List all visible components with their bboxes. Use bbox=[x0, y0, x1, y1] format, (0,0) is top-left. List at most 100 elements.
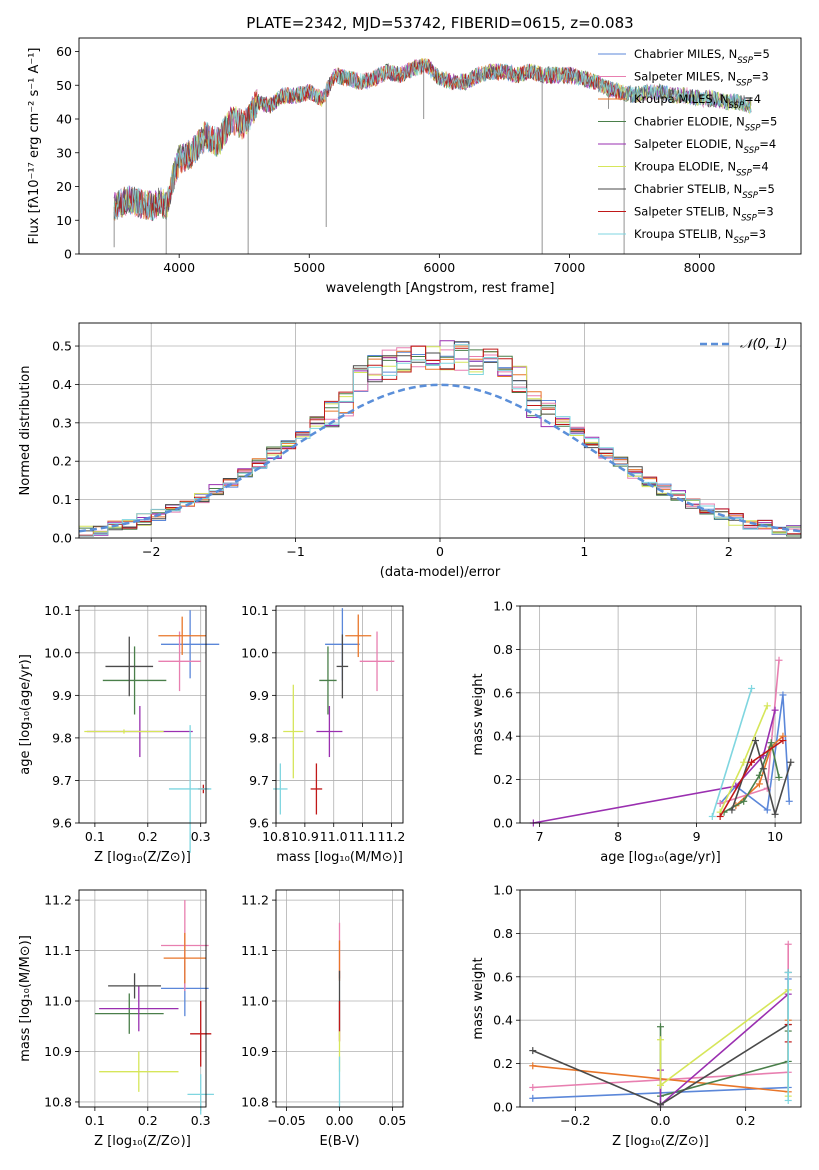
axes-frame bbox=[519, 889, 802, 1108]
legend-label-sub: SSP bbox=[741, 214, 757, 224]
panel-mass_vs_EBV: −0.05 0.00 0.05 10.8 10.9 11.0 11.1 11.2 E(B-V) bbox=[241, 889, 406, 1149]
legend-label-suffix: =4 bbox=[744, 92, 761, 106]
panel-mass_weight_vs_Z: −0.2 0.0 0.2 0.0 0.2 0.4 0.6 0.8 1.0 Z [log₁₀(Z/Z… bbox=[471, 883, 802, 1149]
legend-label-text: Chabrier MILES, N bbox=[634, 47, 737, 61]
panel-mass_weight_vs_age: 7 8 9 10 0.0 0.2 0.4 0.6 0.8 1.0 age [log₁₀(age/yr… bbox=[471, 599, 802, 865]
legend-label-sub: SSP bbox=[742, 191, 758, 201]
x-tick-label: 0.1 bbox=[85, 1113, 105, 1128]
x-tick-label: 0 bbox=[436, 544, 444, 559]
x-tick-label: −0.05 bbox=[267, 1113, 305, 1128]
y-tick-label: 9.8 bbox=[249, 730, 269, 745]
x-tick-label: 0.3 bbox=[191, 1113, 211, 1128]
x-tick-label: 9 bbox=[693, 829, 701, 844]
y-tick-label: 10.0 bbox=[44, 645, 72, 660]
legend-label-suffix: =3 bbox=[749, 227, 766, 241]
axes-frame bbox=[78, 322, 802, 539]
legend-label-suffix: =5 bbox=[760, 115, 777, 129]
legend-label-suffix: =5 bbox=[753, 47, 770, 61]
y-tick-label: 0.2 bbox=[52, 454, 72, 469]
x-axis-label: age [log₁₀(age/yr)] bbox=[600, 850, 721, 865]
y-tick-label: 0.6 bbox=[493, 685, 513, 700]
x-tick-label: −1 bbox=[286, 544, 304, 559]
x-tick-label: 0.2 bbox=[138, 829, 158, 844]
y-tick-label: 0.0 bbox=[493, 1100, 513, 1115]
x-tick-label: 7000 bbox=[554, 260, 586, 275]
legend-label: Salpeter MILES, NSSP=3 bbox=[634, 70, 769, 89]
axes-frame bbox=[519, 605, 802, 824]
legend-label-suffix: =5 bbox=[758, 182, 775, 196]
y-tick-label: 40 bbox=[56, 112, 72, 127]
legend-label-suffix: =4 bbox=[759, 137, 776, 151]
x-axis-label: Z [log₁₀(Z/Z⊙)] bbox=[94, 1134, 191, 1149]
legend-label-text: Kroupa MILES, N bbox=[634, 92, 729, 106]
y-tick-label: 1.0 bbox=[493, 883, 513, 898]
y-tick-label: 10.9 bbox=[44, 1044, 72, 1059]
y-tick-label: 9.9 bbox=[52, 688, 72, 703]
legend: 𝒩(0, 1) bbox=[700, 337, 787, 352]
legend-label-sub: SSP bbox=[745, 124, 761, 134]
x-tick-label: 8000 bbox=[684, 260, 716, 275]
x-tick-label: 0.3 bbox=[191, 829, 211, 844]
legend-label: Kroupa MILES, NSSP=4 bbox=[634, 92, 761, 111]
legend-label-suffix: =3 bbox=[752, 70, 769, 84]
y-tick-label: 0.5 bbox=[52, 339, 72, 354]
y-tick-label: 0.8 bbox=[493, 926, 513, 941]
axes-frame bbox=[275, 889, 404, 1108]
y-tick-label: 10.1 bbox=[44, 603, 72, 618]
y-tick-label: 0 bbox=[64, 247, 72, 262]
y-tick-label: 10.9 bbox=[241, 1044, 269, 1059]
y-tick-label: 10 bbox=[56, 213, 72, 228]
x-tick-label: 0.1 bbox=[85, 829, 105, 844]
y-tick-label: 0.0 bbox=[52, 531, 72, 546]
legend-label-sub: SSP bbox=[736, 169, 752, 179]
figure-title: PLATE=2342, MJD=53742, FIBERID=0615, z=0… bbox=[246, 14, 633, 32]
legend-label-text: Salpeter ELODIE, N bbox=[634, 137, 744, 151]
y-tick-label: 9.7 bbox=[52, 773, 72, 788]
legend-label: 𝒩(0, 1) bbox=[740, 337, 787, 352]
y-tick-label: 10.8 bbox=[241, 1094, 269, 1109]
y-axis-label: Flux [fλ10⁻¹⁷ erg cm⁻² s⁻¹ A⁻¹] bbox=[27, 48, 42, 245]
axes-frame bbox=[78, 37, 802, 255]
y-tick-label: 0.0 bbox=[493, 816, 513, 831]
y-axis-label: Normed distribution bbox=[18, 366, 33, 496]
legend-label-suffix: =4 bbox=[752, 160, 769, 174]
legend-label-sub: SSP bbox=[734, 236, 750, 246]
y-tick-label: 0.2 bbox=[493, 772, 513, 787]
x-tick-label: 0.00 bbox=[326, 1113, 354, 1128]
x-tick-label: 8 bbox=[614, 829, 622, 844]
x-axis-label: Z [log₁₀(Z/Z⊙)] bbox=[612, 1134, 709, 1149]
y-axis-label: mass [log₁₀(M/M⊙)] bbox=[18, 935, 33, 1062]
y-tick-label: 9.8 bbox=[52, 730, 72, 745]
y-tick-label: 9.9 bbox=[249, 688, 269, 703]
y-tick-label: 9.6 bbox=[52, 816, 72, 831]
panel-age_vs_Z: 0.1 0.2 0.3 9.6 9.7 9.8 9.9 10.0 10.1 Z [log₁₀(Z/… bbox=[18, 603, 220, 865]
legend-label-text: Chabrier STELIB, N bbox=[634, 182, 742, 196]
legend-label: Salpeter ELODIE, NSSP=4 bbox=[634, 137, 776, 156]
y-tick-label: 9.6 bbox=[249, 816, 269, 831]
panel-mass_vs_Z: 0.1 0.2 0.3 10.8 10.9 11.0 11.1 11.2 Z [log₁₀(Z/… bbox=[18, 889, 214, 1149]
y-tick-label: 11.1 bbox=[241, 943, 269, 958]
x-tick-label: 0.0 bbox=[651, 1113, 671, 1128]
x-tick-label: 10.8 bbox=[262, 829, 290, 844]
x-axis-label: mass [log₁₀(M/M⊙)] bbox=[276, 850, 403, 865]
legend-label: Chabrier STELIB, NSSP=5 bbox=[634, 182, 775, 201]
axes-frame bbox=[78, 889, 207, 1108]
y-tick-label: 11.0 bbox=[241, 994, 269, 1009]
x-tick-label: 10.9 bbox=[291, 829, 319, 844]
x-tick-label: 11.0 bbox=[320, 829, 348, 844]
y-axis-label: age [log₁₀(age/yr)] bbox=[18, 654, 33, 775]
x-tick-label: 5000 bbox=[293, 260, 325, 275]
x-axis-label: Z [log₁₀(Z/Z⊙)] bbox=[94, 850, 191, 865]
x-tick-label: −2 bbox=[142, 544, 160, 559]
x-tick-label: 0.2 bbox=[736, 1113, 756, 1128]
y-tick-label: 11.2 bbox=[241, 893, 269, 908]
y-tick-label: 0.3 bbox=[52, 415, 72, 430]
y-tick-label: 0.6 bbox=[493, 969, 513, 984]
legend-label-text: Kroupa ELODIE, N bbox=[634, 160, 736, 174]
x-axis-label: E(B-V) bbox=[319, 1134, 359, 1149]
panel-age_vs_mass: 10.8 10.9 11.0 11.1 11.2 9.6 9.7 9.8 9.9 10.0 10.1… bbox=[241, 603, 405, 865]
legend-label-text: Kroupa STELIB, N bbox=[634, 227, 734, 241]
x-tick-label: 0.05 bbox=[378, 1113, 406, 1128]
y-tick-label: 10.8 bbox=[44, 1094, 72, 1109]
